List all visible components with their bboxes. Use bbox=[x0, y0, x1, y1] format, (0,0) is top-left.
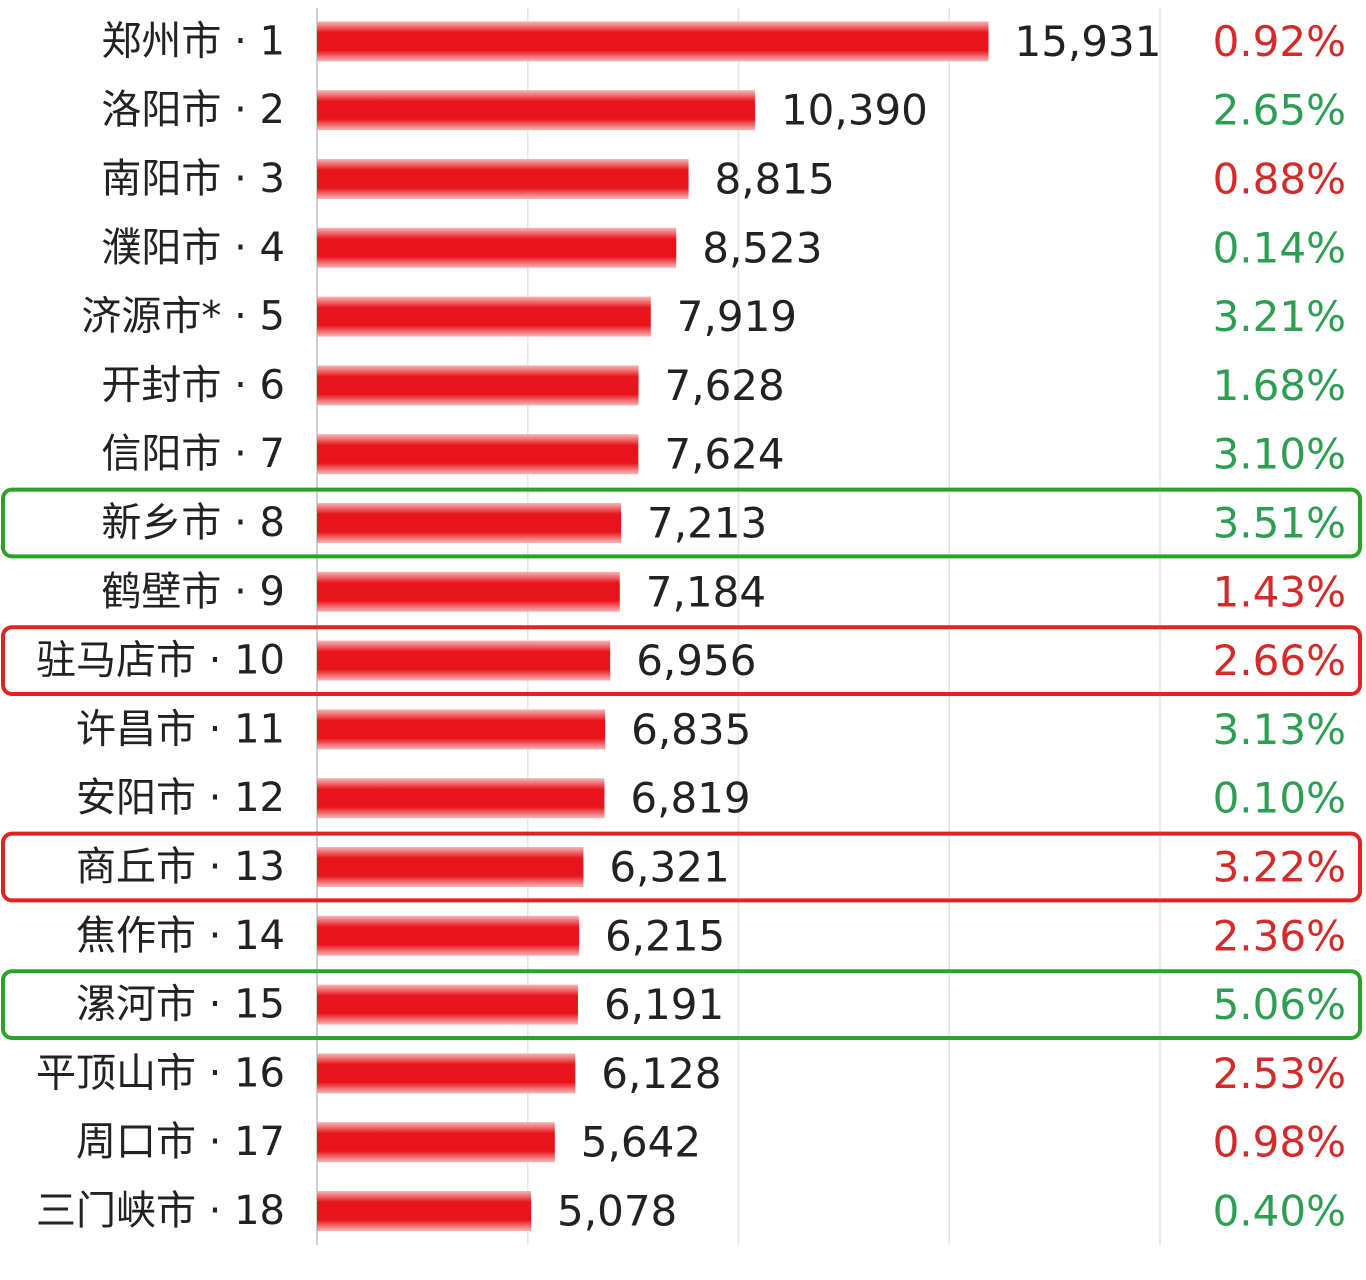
percent-label: 3.22% bbox=[1213, 843, 1346, 892]
category-label: 信阳市 · 7 bbox=[101, 431, 285, 477]
bar bbox=[317, 365, 639, 406]
percent-label: 3.13% bbox=[1213, 705, 1346, 754]
bars bbox=[317, 21, 989, 1231]
bar bbox=[317, 90, 755, 131]
bar bbox=[317, 21, 989, 62]
value-label: 6,215 bbox=[605, 911, 725, 960]
percent-label: 0.88% bbox=[1213, 155, 1346, 204]
bar bbox=[317, 778, 605, 819]
category-label: 漯河市 · 15 bbox=[76, 982, 285, 1028]
bar bbox=[317, 915, 579, 956]
value-label: 15,931 bbox=[1014, 17, 1161, 66]
value-label: 5,642 bbox=[581, 1118, 701, 1167]
value-label: 6,956 bbox=[636, 636, 756, 685]
category-label: 南阳市 · 3 bbox=[101, 156, 285, 202]
value-label: 5,078 bbox=[557, 1187, 677, 1236]
percent-label: 1.68% bbox=[1213, 361, 1346, 410]
percent-label: 5.06% bbox=[1213, 980, 1346, 1029]
bar bbox=[317, 571, 620, 612]
value-label: 7,184 bbox=[646, 567, 766, 616]
value-label: 6,191 bbox=[604, 980, 724, 1029]
bar bbox=[317, 434, 639, 475]
highlight-boxes bbox=[1, 487, 1362, 1041]
bar bbox=[317, 709, 606, 750]
category-label: 洛阳市 · 2 bbox=[101, 87, 285, 133]
category-label: 濮阳市 · 4 bbox=[101, 225, 285, 271]
value-label: 8,815 bbox=[715, 155, 835, 204]
category-label: 郑州市 · 1 bbox=[101, 18, 285, 64]
percent-label: 0.98% bbox=[1213, 1118, 1346, 1167]
percent-label: 0.40% bbox=[1213, 1187, 1346, 1236]
category-label: 焦作市 · 14 bbox=[76, 913, 285, 959]
bar bbox=[317, 227, 677, 268]
category-label: 安阳市 · 12 bbox=[76, 775, 285, 821]
percent-label: 3.10% bbox=[1213, 430, 1346, 479]
value-label: 6,835 bbox=[631, 705, 751, 754]
value-label: 6,321 bbox=[609, 843, 729, 892]
category-label: 平顶山市 · 16 bbox=[36, 1050, 285, 1096]
highlight-box bbox=[1, 831, 1362, 903]
value-label: 10,390 bbox=[781, 86, 928, 135]
category-label: 三门峡市 · 18 bbox=[36, 1188, 285, 1234]
bar bbox=[317, 984, 578, 1025]
bar bbox=[317, 1191, 532, 1231]
percent-label: 0.14% bbox=[1213, 223, 1346, 272]
highlight-box bbox=[1, 625, 1362, 697]
percent-label: 3.21% bbox=[1213, 292, 1346, 341]
category-label: 开封市 · 6 bbox=[101, 362, 285, 408]
category-labels: 郑州市 · 1 洛阳市 · 2 南阳市 · 3 濮阳市 · 4 济源市* · 5 开封市 … bbox=[36, 18, 285, 1234]
value-label: 7,213 bbox=[647, 499, 767, 548]
bar bbox=[317, 1122, 555, 1163]
category-label: 新乡市 · 8 bbox=[101, 500, 285, 546]
value-label: 8,523 bbox=[702, 223, 822, 272]
category-label: 周口市 · 17 bbox=[76, 1119, 285, 1165]
highlight-box bbox=[1, 487, 1362, 559]
value-label: 7,628 bbox=[665, 361, 785, 410]
bar bbox=[317, 640, 611, 681]
category-label: 驻马店市 · 10 bbox=[36, 638, 285, 684]
bar bbox=[317, 159, 689, 199]
percent-label: 3.51% bbox=[1213, 499, 1346, 548]
percent-label: 0.92% bbox=[1213, 17, 1346, 66]
percent-label: 2.66% bbox=[1213, 636, 1346, 685]
percent-label: 2.65% bbox=[1213, 86, 1346, 135]
percent-label: 0.10% bbox=[1213, 774, 1346, 823]
value-label: 7,919 bbox=[677, 292, 797, 341]
value-label: 6,819 bbox=[630, 774, 750, 823]
value-label: 6,128 bbox=[601, 1049, 721, 1098]
bar bbox=[317, 1053, 576, 1094]
percent-labels: 0.92% 2.65% 0.88% 0.14% 3.21% 1.68% 3.10% 3.51%… bbox=[1213, 17, 1346, 1236]
category-label: 济源市* · 5 bbox=[81, 294, 285, 340]
value-label: 7,624 bbox=[664, 430, 784, 479]
percent-label: 2.36% bbox=[1213, 911, 1346, 960]
highlight-box bbox=[1, 969, 1362, 1041]
bar bbox=[317, 296, 651, 337]
category-label: 鹤壁市 · 9 bbox=[101, 569, 285, 615]
category-label: 许昌市 · 11 bbox=[76, 706, 285, 752]
percent-label: 2.53% bbox=[1213, 1049, 1346, 1098]
category-label: 商丘市 · 13 bbox=[76, 844, 285, 890]
bar bbox=[317, 847, 584, 887]
value-labels: 15,931 10,390 8,815 8,523 7,919 7,628 7,624 7,2… bbox=[557, 17, 1161, 1236]
percent-label: 1.43% bbox=[1213, 567, 1346, 616]
bar bbox=[317, 503, 622, 543]
